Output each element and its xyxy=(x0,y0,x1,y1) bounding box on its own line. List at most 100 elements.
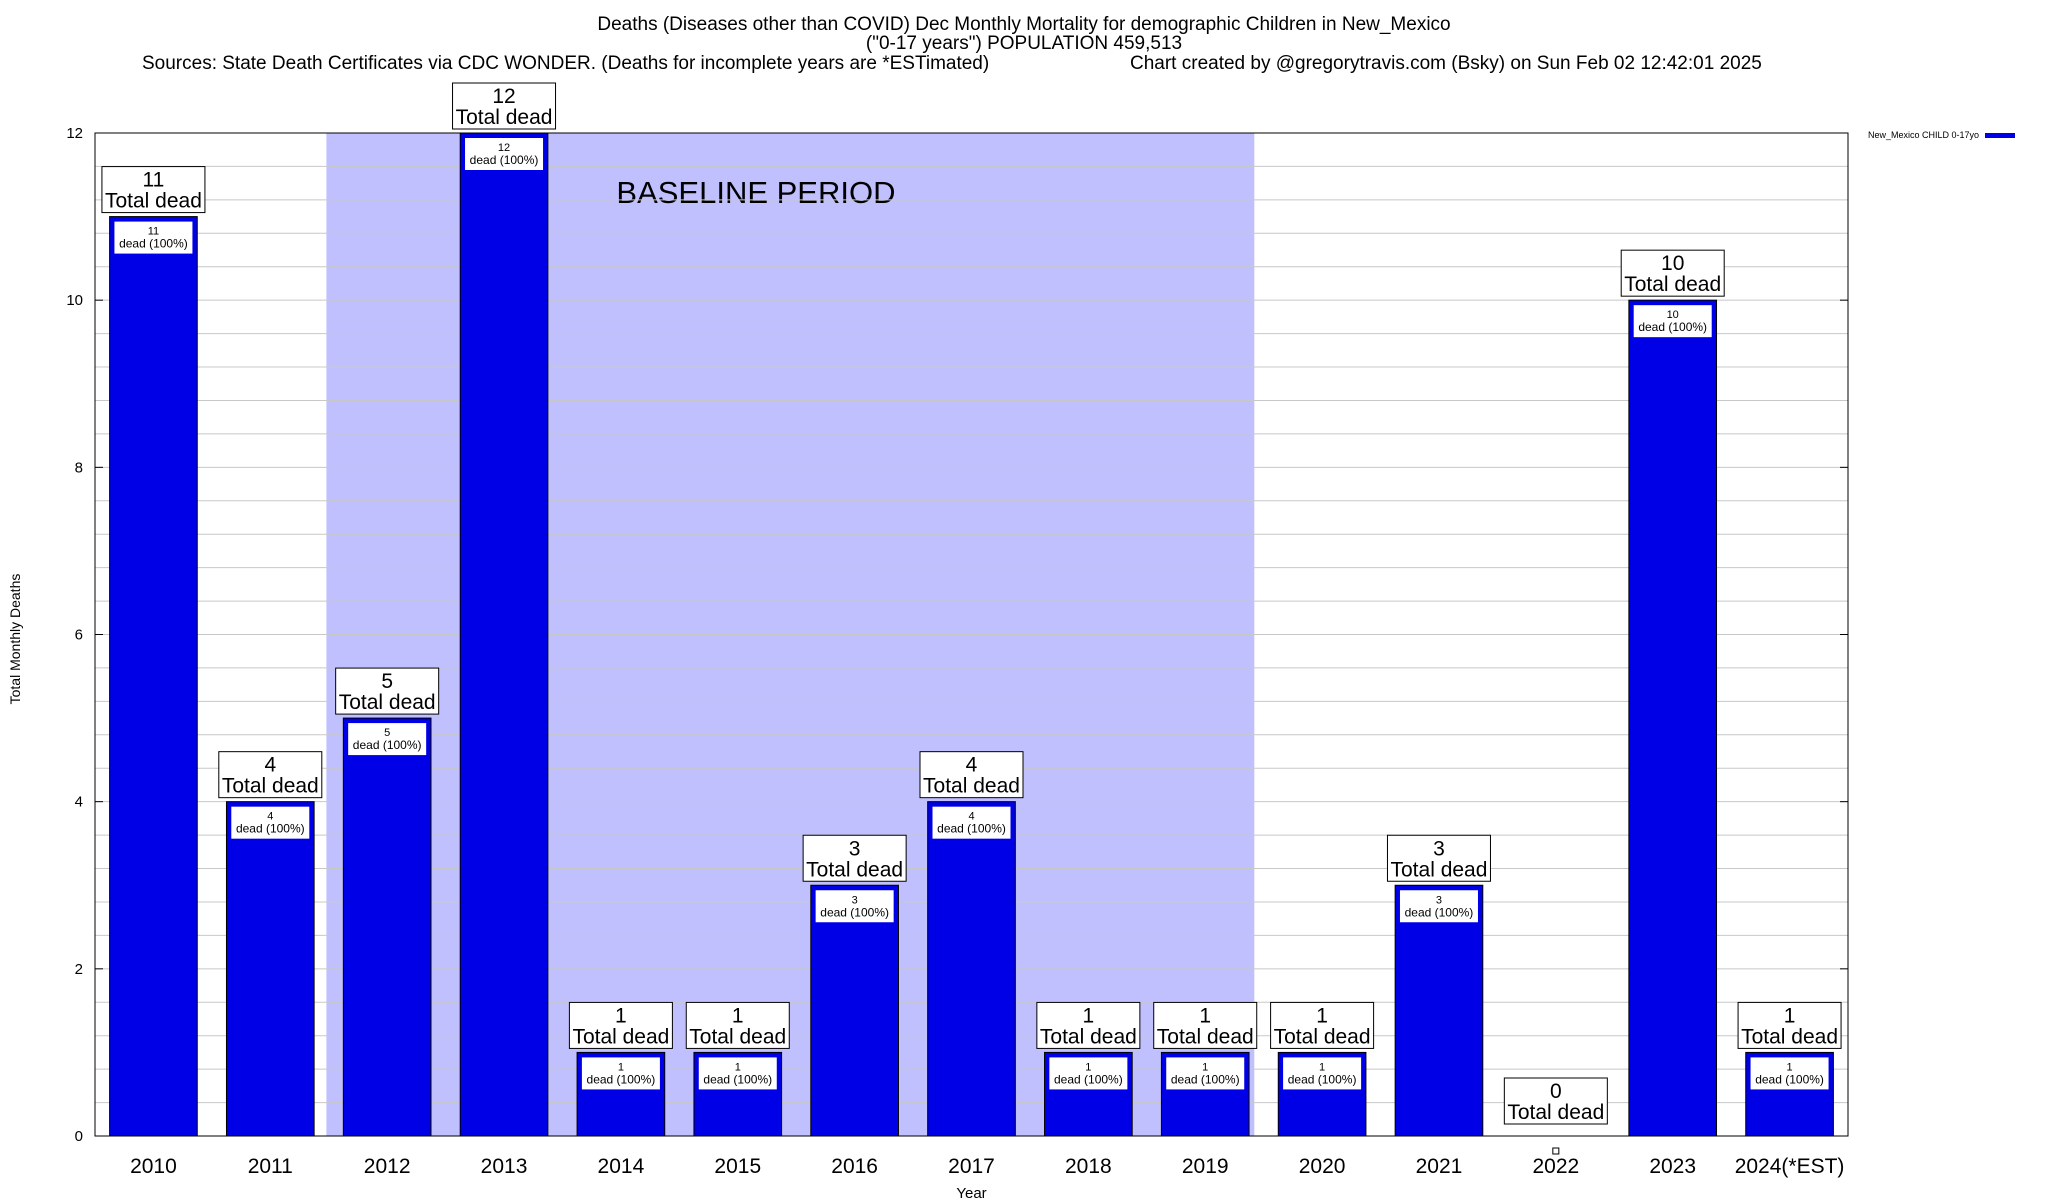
total-label-box xyxy=(1153,1001,1258,1049)
total-dead-label: Total dead xyxy=(1157,1025,1254,1048)
total-count-label: 1 xyxy=(732,1004,744,1027)
bar-inner-count: 10 xyxy=(1667,309,1679,321)
bar-inner-label: dead (100%) xyxy=(703,1072,772,1086)
y-tick-label: 6 xyxy=(75,627,83,644)
bar-inner-count: 1 xyxy=(1319,1061,1325,1073)
y-tick-label: 12 xyxy=(66,125,83,142)
y-tick-label: 8 xyxy=(75,459,83,476)
total-count-label: 0 xyxy=(1550,1080,1562,1103)
x-tick-label: 2022 xyxy=(1532,1155,1579,1178)
legend-swatch xyxy=(1985,132,2016,138)
bar-inner-label: dead (100%) xyxy=(1638,320,1707,334)
total-label-box xyxy=(1737,1001,1842,1049)
bar-inner-count: 4 xyxy=(267,811,273,823)
total-count-label: 1 xyxy=(1316,1004,1328,1027)
total-dead-label: Total dead xyxy=(923,775,1020,798)
bar-inner-label-box xyxy=(1633,305,1712,338)
y-tick-label: 4 xyxy=(75,794,83,811)
bar-2023 xyxy=(1628,299,1718,1137)
x-tick-label: 2014 xyxy=(598,1155,645,1178)
bar-inner-label: dead (100%) xyxy=(1171,1072,1240,1086)
y-axis-label: Total Monthly Deaths xyxy=(7,573,23,705)
total-label-box xyxy=(101,166,206,214)
total-count-label: 12 xyxy=(492,85,515,108)
bar-inner-label: dead (100%) xyxy=(937,822,1006,836)
x-tick-label: 2021 xyxy=(1416,1155,1463,1178)
total-label-box xyxy=(1386,834,1491,882)
y-tick-label: 10 xyxy=(66,292,83,309)
bar-inner-count: 1 xyxy=(1202,1061,1208,1073)
x-tick-label: 2010 xyxy=(130,1155,177,1178)
bar-2010 xyxy=(109,216,198,1137)
total-label-box xyxy=(1503,1077,1608,1125)
total-count-label: 1 xyxy=(615,1004,627,1027)
total-label-box xyxy=(218,751,323,799)
total-dead-label: Total dead xyxy=(222,775,319,798)
bar-inner-count: 4 xyxy=(968,811,974,823)
total-count-label: 1 xyxy=(1784,1004,1796,1027)
bar-inner-label-box xyxy=(348,723,427,756)
bar-inner-label-box xyxy=(114,221,193,254)
bar-2022 xyxy=(1552,1147,1560,1155)
x-tick-label: 2018 xyxy=(1065,1155,1112,1178)
x-tick-label: 2020 xyxy=(1299,1155,1346,1178)
bar-2016 xyxy=(810,884,899,1137)
total-label-box xyxy=(802,834,907,882)
total-label-box xyxy=(685,1001,790,1049)
total-dead-label: Total dead xyxy=(689,1025,786,1048)
bar-inner-label: dead (100%) xyxy=(236,822,305,836)
x-tick-label: 2019 xyxy=(1182,1155,1229,1178)
bar-inner-label: dead (100%) xyxy=(470,153,539,167)
total-count-label: 3 xyxy=(849,837,861,860)
bar-inner-label: dead (100%) xyxy=(587,1072,656,1086)
x-tick-label: 2024(*EST) xyxy=(1735,1155,1845,1178)
x-axis-label: Year xyxy=(956,1185,986,1200)
legend: New_Mexico CHILD 0-17yo xyxy=(1868,130,2016,140)
total-count-label: 1 xyxy=(1199,1004,1211,1027)
chart-sources: Sources: State Death Certificates via CD… xyxy=(142,53,990,74)
x-tick-label: 2012 xyxy=(364,1155,411,1178)
total-count-label: 3 xyxy=(1433,837,1445,860)
chart-title-line2: ("0-17 years") POPULATION 459,513 xyxy=(865,33,1183,54)
baseline-period-label: BASELINE PERIOD xyxy=(616,175,895,210)
bar-2012 xyxy=(342,717,432,1137)
total-dead-label: Total dead xyxy=(339,691,436,714)
bar-inner-label: dead (100%) xyxy=(353,738,422,752)
x-tick-label: 2015 xyxy=(714,1155,761,1178)
total-label-box xyxy=(919,751,1024,799)
total-dead-label: Total dead xyxy=(1741,1025,1838,1048)
total-dead-label: Total dead xyxy=(1507,1101,1604,1124)
bar-inner-count: 12 xyxy=(498,142,510,154)
bar-inner-label-box xyxy=(932,806,1011,839)
x-tick-label: 2016 xyxy=(831,1155,878,1178)
x-tick-label: 2013 xyxy=(481,1155,528,1178)
total-dead-label: Total dead xyxy=(1624,273,1721,296)
total-dead-label: Total dead xyxy=(1040,1025,1137,1048)
bar-2011 xyxy=(225,801,315,1137)
bar-inner-count: 1 xyxy=(735,1061,741,1073)
bar-inner-label-box xyxy=(581,1057,660,1090)
total-dead-label: Total dead xyxy=(105,190,202,213)
x-tick-label: 2011 xyxy=(248,1155,293,1178)
chart-title-line1: Deaths (Diseases other than COVID) Dec M… xyxy=(597,14,1451,35)
bar-inner-count: 3 xyxy=(852,894,858,906)
bar-inner-label-box xyxy=(1166,1057,1245,1090)
bar-2013 xyxy=(459,132,549,1137)
total-count-label: 11 xyxy=(143,169,165,192)
y-tick-label: 2 xyxy=(75,961,83,978)
bar-inner-label-box xyxy=(1750,1057,1829,1090)
bar-inner-label-box xyxy=(1049,1057,1128,1090)
total-label-box xyxy=(452,82,557,130)
bar-inner-label: dead (100%) xyxy=(1054,1072,1123,1086)
total-count-label: 10 xyxy=(1661,252,1684,275)
bar-inner-count: 3 xyxy=(1436,894,1442,906)
bar-inner-label-box xyxy=(815,890,894,923)
x-tick-label: 2017 xyxy=(948,1155,995,1178)
bar-inner-label: dead (100%) xyxy=(1288,1072,1357,1086)
total-count-label: 5 xyxy=(381,670,393,693)
bar-inner-label-box xyxy=(231,806,310,839)
legend-label: New_Mexico CHILD 0-17yo xyxy=(1868,130,1980,140)
total-label-box xyxy=(1620,249,1725,297)
chart-credit: Chart created by @gregorytravis.com (Bsk… xyxy=(1130,53,1762,74)
